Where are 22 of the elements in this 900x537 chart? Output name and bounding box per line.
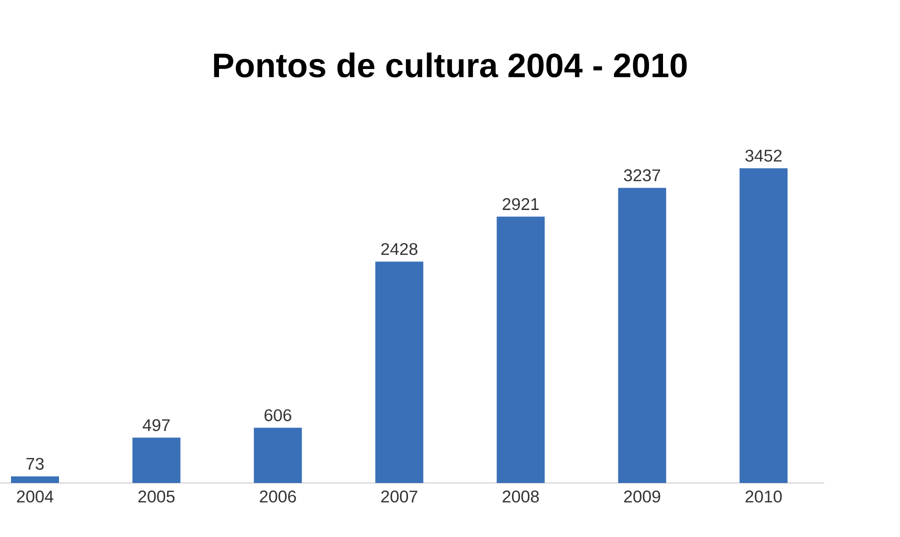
data-label: 2428 — [381, 243, 418, 256]
chart-title: Pontos de cultura 2004 - 2010 — [214, 52, 687, 78]
data-label: 2921 — [502, 198, 539, 210]
data-label: 3237 — [624, 169, 660, 182]
x-tick-label: 2010 — [746, 490, 782, 503]
data-label: 3452 — [745, 150, 782, 162]
x-tick-label: 2008 — [502, 490, 539, 503]
bar — [618, 188, 666, 483]
x-tick-label: 2009 — [624, 490, 660, 503]
bar — [132, 438, 180, 483]
bar — [496, 216, 545, 483]
data-label: 73 — [26, 458, 44, 470]
x-tick-label: 2005 — [138, 490, 175, 503]
x-tick-label: 2006 — [260, 490, 296, 503]
bar — [11, 476, 59, 483]
x-tick-label: 2004 — [17, 490, 54, 503]
x-tick-label: 2007 — [381, 490, 418, 503]
bar — [375, 262, 424, 483]
data-label: 497 — [142, 419, 170, 432]
bar — [254, 428, 302, 483]
bar — [740, 168, 788, 483]
data-label: 606 — [264, 409, 292, 422]
